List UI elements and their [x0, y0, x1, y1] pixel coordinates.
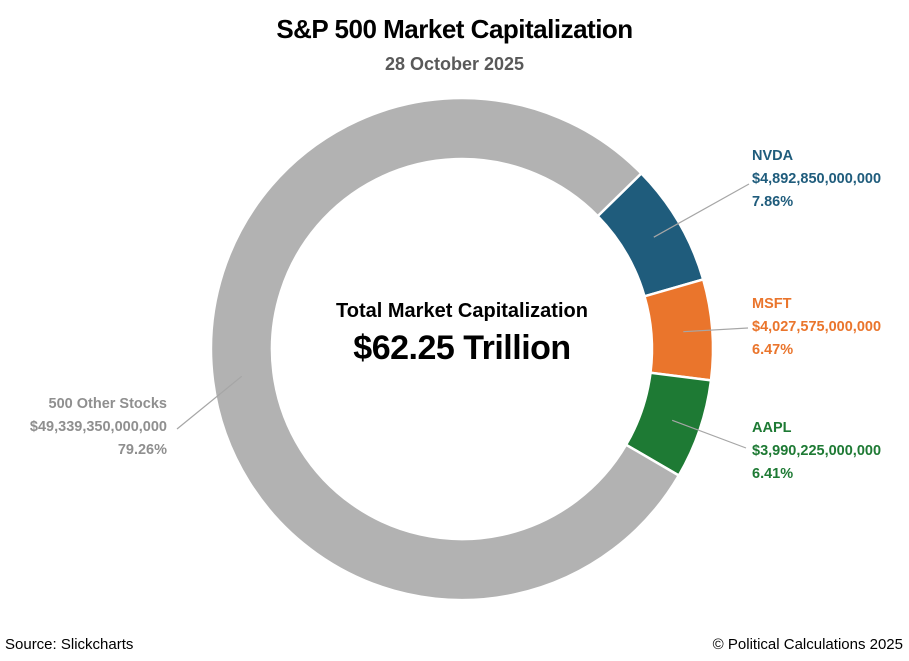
percent-value: 79.26%	[117, 442, 167, 458]
footer-source: Source: Slickcharts	[5, 636, 134, 653]
center-total-label: Total Market Capitalization	[336, 300, 588, 322]
footer-copyright: © Political Calculations 2025	[712, 636, 903, 653]
percent-value: 6.47%	[752, 342, 794, 358]
page-title: S&P 500 Market Capitalization	[276, 14, 633, 44]
market-cap-value: $4,892,850,000,000	[752, 171, 882, 187]
leader-line-msft	[683, 327, 749, 333]
center-annotation: Total Market Capitalization $62.25 Trill…	[262, 300, 662, 368]
leader-line-aapl	[671, 419, 747, 449]
market-cap-value: $3,990,225,000,000	[752, 443, 882, 459]
market-cap-value: $49,339,350,000,000	[29, 419, 167, 435]
ticker-label: 500 Other Stocks	[48, 396, 167, 412]
percent-value: 7.86%	[752, 194, 794, 210]
ticker-label: NVDA	[752, 148, 794, 164]
center-total-value: $62.25 Trillion	[353, 329, 571, 367]
label-block-other-stocks: 500 Other Stocks $49,339,350,000,000 79.…	[30, 393, 167, 462]
leader-line-500-other-stocks	[176, 375, 243, 430]
leader-line-nvda	[653, 183, 750, 238]
percent-value: 6.41%	[752, 466, 794, 482]
ticker-label: MSFT	[752, 296, 792, 312]
label-block-aapl: AAPL $3,990,225,000,000 6.41%	[752, 417, 881, 486]
label-block-nvda: NVDA $4,892,850,000,000 7.86%	[752, 145, 881, 214]
label-block-msft: MSFT $4,027,575,000,000 6.47%	[752, 293, 881, 362]
market-cap-value: $4,027,575,000,000	[752, 319, 882, 335]
ticker-label: AAPL	[752, 420, 792, 436]
donut-slice-500-other-stocks	[209, 96, 681, 602]
page-subtitle: 28 October 2025	[384, 54, 525, 74]
